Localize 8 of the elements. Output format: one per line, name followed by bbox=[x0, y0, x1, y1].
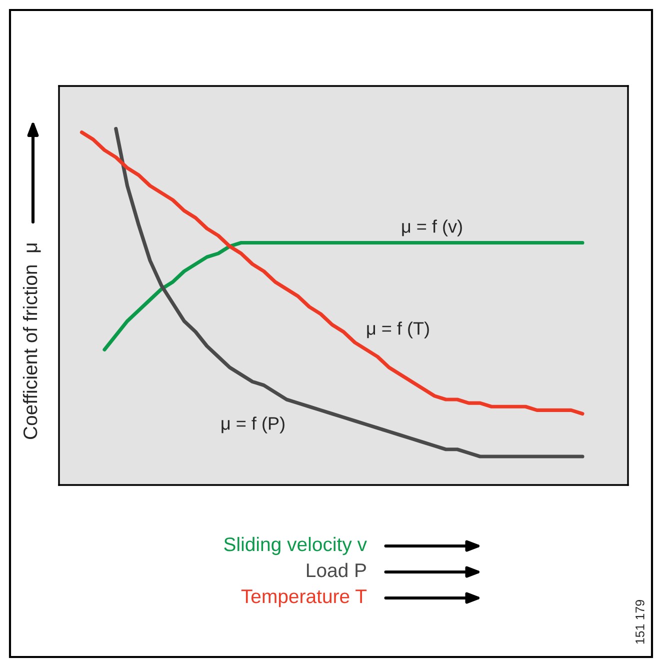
text: 151 179 bbox=[636, 600, 644, 644]
y-axis-title: Coefficient of friction μ bbox=[22, 244, 41, 440]
text: Temperature T bbox=[241, 590, 367, 608]
annotation: μ = f (P) bbox=[222, 416, 284, 434]
annotation: μ = f (T) bbox=[367, 322, 429, 338]
text: Load P bbox=[306, 562, 366, 578]
annotation: μ = f (v) bbox=[402, 220, 462, 236]
text: Sliding velocity v bbox=[224, 536, 367, 556]
